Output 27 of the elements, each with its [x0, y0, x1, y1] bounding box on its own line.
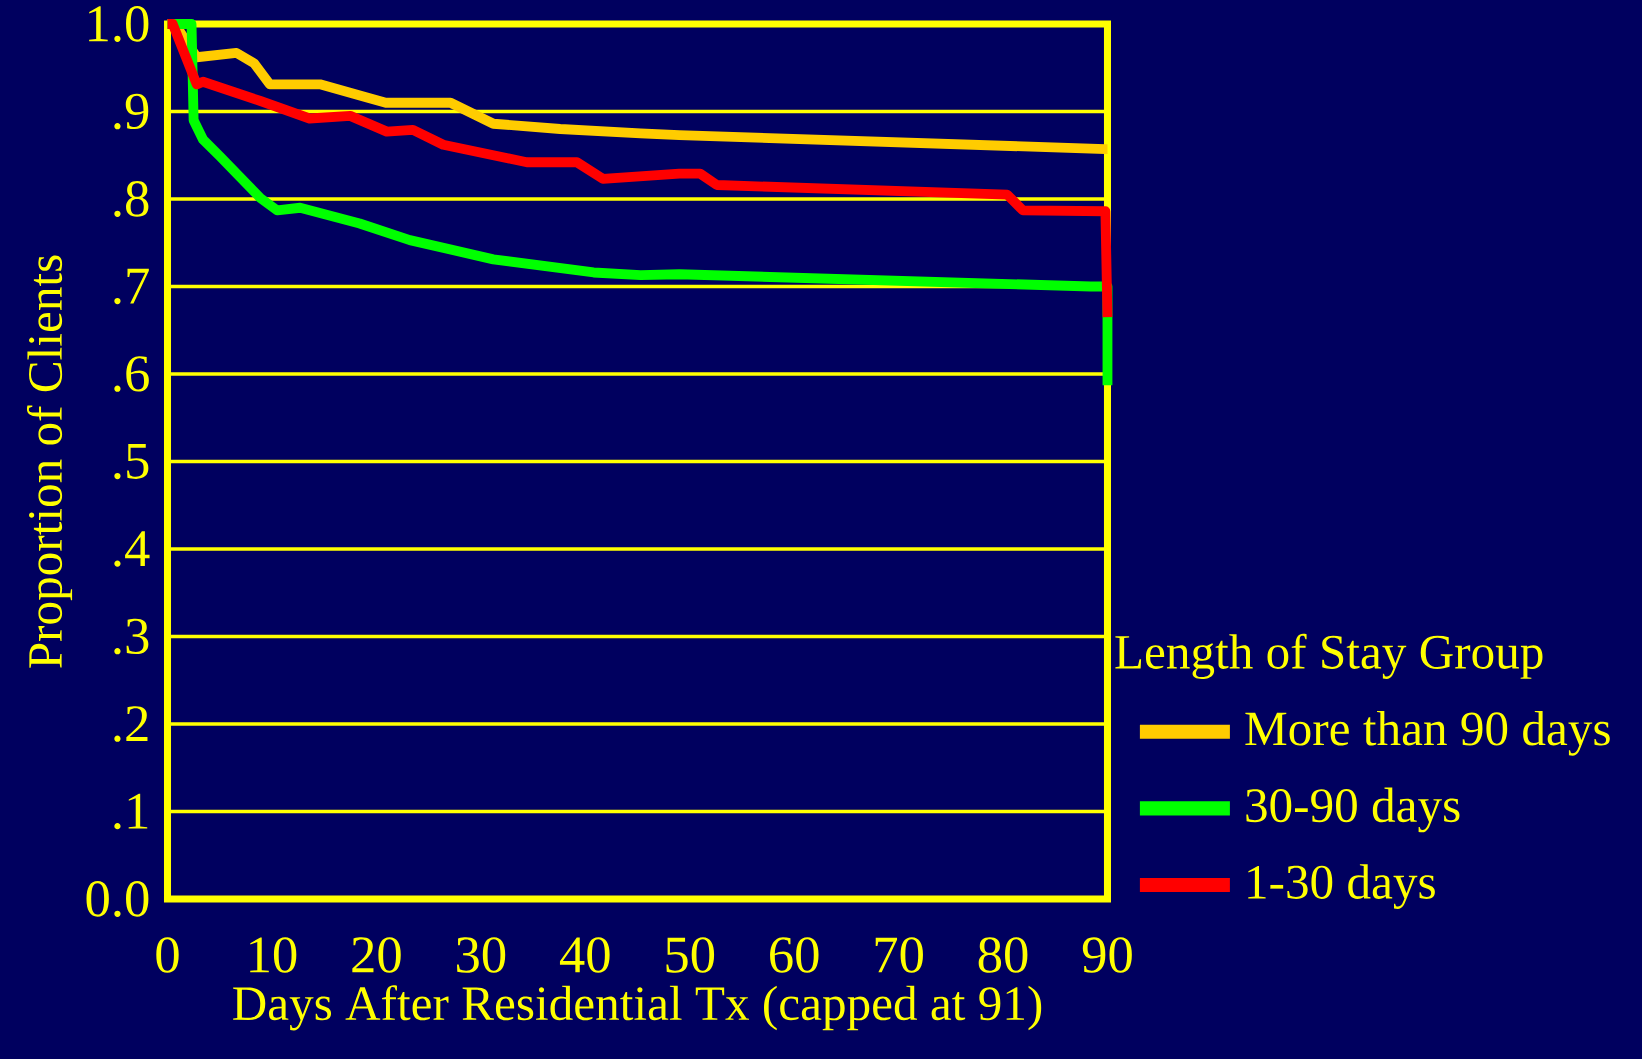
- y-tick-label: .2: [114, 706, 148, 742]
- y-tick-label: 0.0: [86, 881, 149, 917]
- y-axis-title: Proportion of Clients: [26, 255, 73, 668]
- y-tick-label: 1.0: [89, 6, 149, 42]
- y-tick-label: .4: [114, 531, 150, 567]
- legend-label: 30-90 days: [1246, 787, 1460, 833]
- y-tick-label: .5: [114, 443, 149, 480]
- x-tick-label: 50: [666, 937, 715, 973]
- y-tick-label: .8: [114, 181, 149, 217]
- x-tick-label: 70: [875, 937, 923, 973]
- x-tick-label: 30: [457, 937, 506, 973]
- x-tick-label: 90: [1082, 937, 1132, 973]
- y-tick-label: .3: [114, 618, 149, 655]
- x-tick-label: 80: [978, 937, 1028, 973]
- legend-label: 1-30 days: [1248, 864, 1435, 910]
- legend-label: More than 90 days: [1245, 710, 1610, 756]
- legend-title: Length of Stay Group: [1115, 633, 1543, 680]
- x-tick-label: 0: [156, 937, 179, 973]
- x-axis-title: Days After Residential Tx (capped at 91): [233, 985, 1042, 1031]
- y-tick-label: .7: [114, 268, 149, 305]
- y-tick-label: .6: [114, 356, 149, 392]
- x-tick-label: 20: [352, 937, 401, 973]
- y-tick-label: .9: [114, 93, 149, 130]
- x-tick-label: 60: [770, 937, 819, 973]
- y-tick-label: .1: [114, 793, 148, 830]
- x-tick-label: 40: [559, 937, 610, 973]
- x-tick-label: 10: [250, 937, 297, 973]
